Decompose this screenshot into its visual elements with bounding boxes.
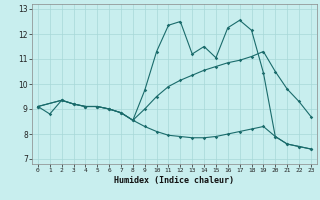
X-axis label: Humidex (Indice chaleur): Humidex (Indice chaleur)	[115, 176, 234, 185]
